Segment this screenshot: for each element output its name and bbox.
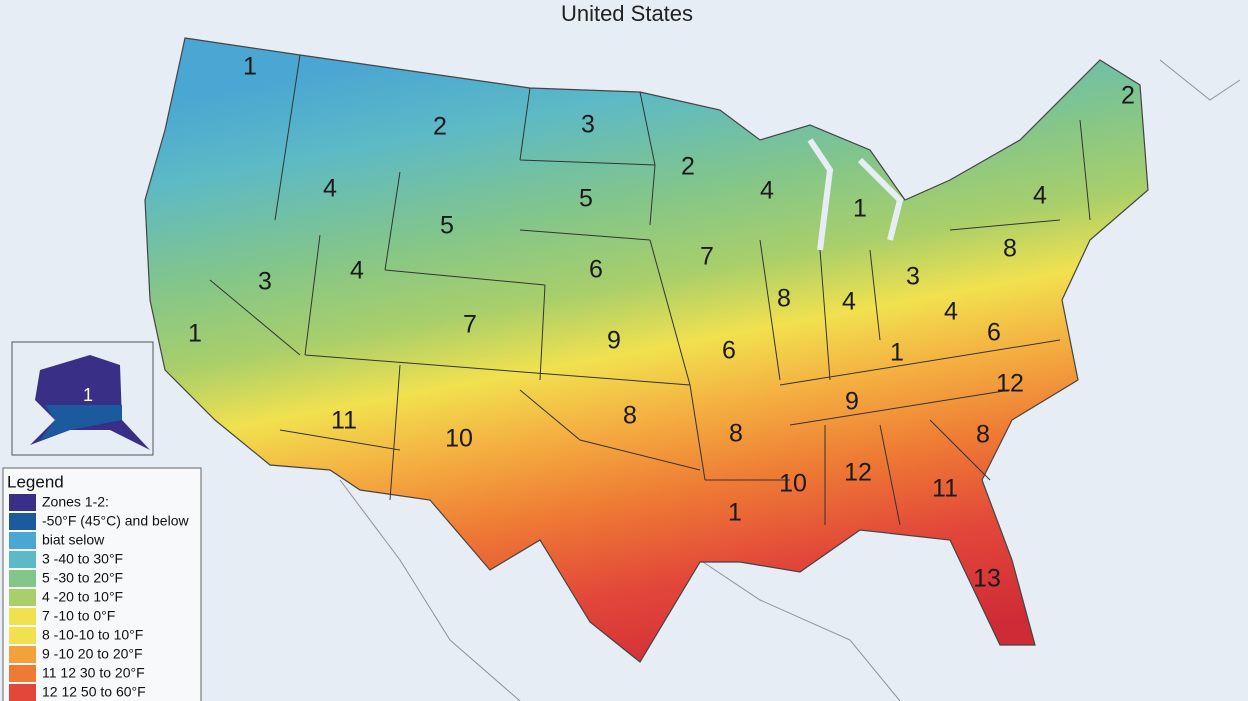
zone-label: 4 [323,175,337,203]
zone-label: 9 [607,327,621,355]
legend-label: 5 -30 to 20°F [42,570,123,586]
zone-label: 6 [987,319,1001,347]
zone-label: 13 [973,565,1001,593]
zone-label: 4 [760,177,774,205]
legend-label: 8 -10-10 to 10°F [42,627,143,643]
legend-label: 12 12 50 to 60°F [42,684,146,700]
zone-label: 10 [779,470,807,498]
zone-label: 5 [579,185,593,213]
legend-swatch [9,589,36,606]
legend-label: 4 -20 to 10°F [42,589,123,605]
legend-title: Legend [7,472,64,491]
legend-swatch [9,627,36,644]
zone-label: 2 [1121,82,1135,110]
legend-swatch [9,665,36,682]
zone-label: 12 [996,370,1024,398]
legend-label: 9 -10 20 to 20°F [42,646,143,662]
legend-swatch [9,684,36,701]
zone-label: 9 [845,388,859,416]
legend-swatch [9,646,36,663]
zone-label: 6 [722,337,736,365]
zone-label: 7 [700,243,714,271]
zone-label: 2 [433,113,447,141]
zone-label: 5 [440,212,454,240]
zone-label: 10 [445,425,473,453]
legend-label: 7 -10 to 0°F [42,608,115,624]
zone-label: 4 [842,288,856,316]
zone-label: 3 [258,268,272,296]
state-lines [209,54,1091,526]
neighbor-coast [339,59,1241,701]
legend-label: 3 -40 to 30°F [42,551,123,567]
zone-label: 4 [944,298,958,326]
zone-label: 4 [1033,182,1047,210]
zone-label: 1 [188,320,202,348]
map-title: United States [561,1,693,26]
zone-label: 12 [844,459,872,487]
legend-label: biat selow [42,532,105,548]
legend-swatch [9,513,36,530]
zone-label: 4 [350,257,364,285]
alaska-south [40,405,122,440]
legend-swatch [9,608,36,625]
zone-label: 8 [729,420,743,448]
legend-label: 11 12 30 to 20°F [42,665,145,681]
zone-label: 7 [463,311,477,339]
zone-label: 1 [890,339,904,367]
zone-label: 2 [681,153,695,181]
zone-label: 8 [777,285,791,313]
zone-label: 8 [976,421,990,449]
zone-label: 6 [589,256,603,284]
legend-swatch [9,570,36,587]
zone-label: 11 [331,407,357,435]
legend-swatch [9,551,36,568]
legend-label: Zones 1-2: [42,494,109,510]
zone-label: 3 [906,263,920,291]
zone-label: 11 [932,475,958,503]
great-lakes [807,138,904,251]
zone-label: 8 [623,402,637,430]
legend-swatch [9,494,36,511]
zone-label: 1 [728,499,742,527]
zone-label: 3 [581,111,595,139]
legend-swatch [9,532,36,549]
zone-label: 8 [1003,235,1017,263]
legend-label: -50°F (45°C) and below [42,513,189,529]
alaska-label: 1 [83,385,93,405]
zone-label: 1 [243,53,257,81]
zone-label: 1 [853,195,867,223]
